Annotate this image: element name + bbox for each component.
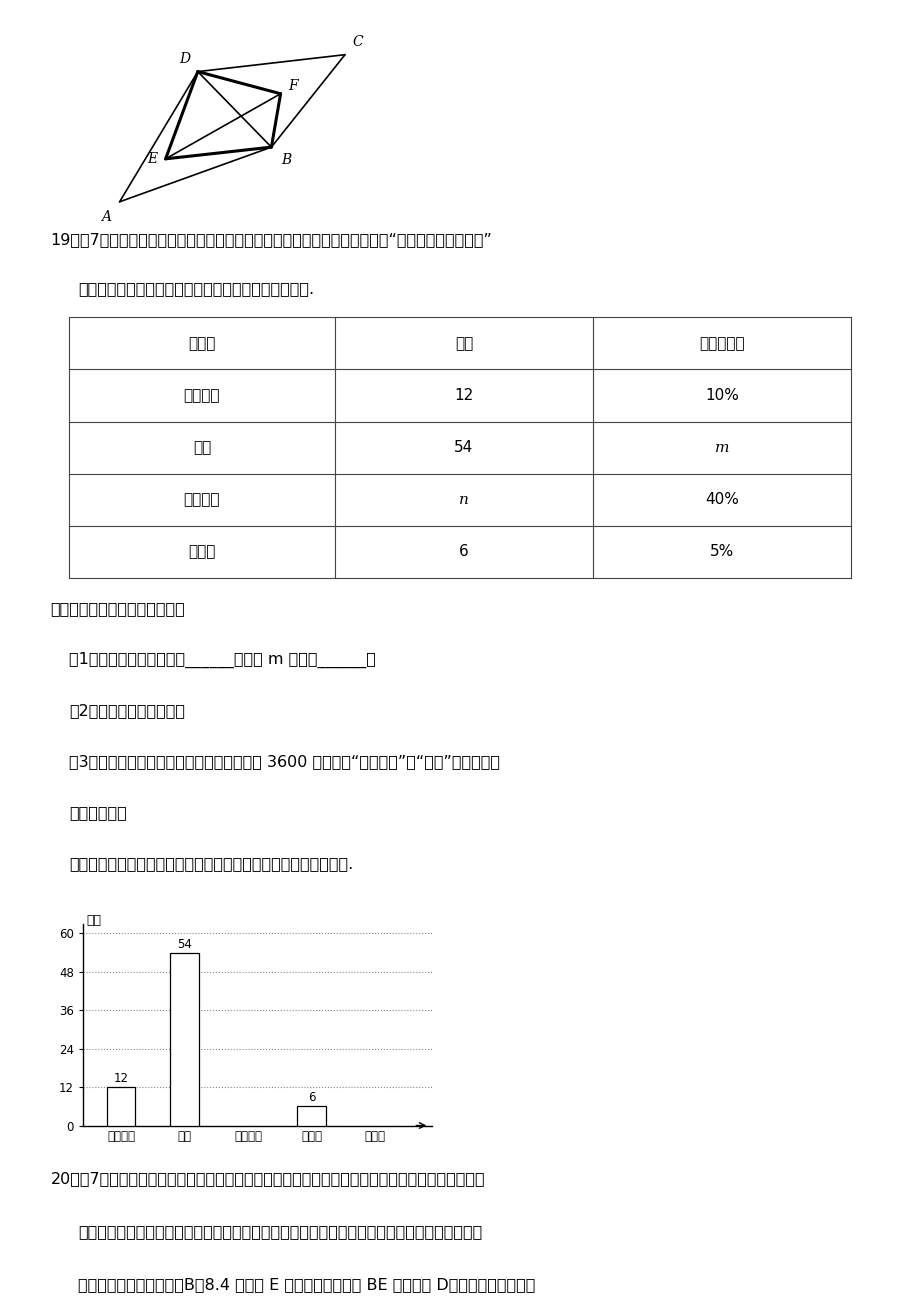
Text: C: C <box>352 35 363 48</box>
Text: 的调查，并根据调查结果绘制成如下不完整的统计图表.: 的调查，并根据调查结果绘制成如下不完整的统计图表. <box>78 281 314 296</box>
Text: F: F <box>289 79 298 92</box>
Text: （3）根据统计，该商场平均每天接待顾客约 3600 名，若将“非常满意”和“满意”作为顾客对: （3）根据统计，该商场平均每天接待顾客约 3600 名，若将“非常满意”和“满意… <box>69 754 499 769</box>
Bar <box>107 1087 135 1125</box>
Text: 满意: 满意 <box>193 440 210 456</box>
Text: （1）本次调查的总人数为______，表中 m 的值为______；: （1）本次调查的总人数为______，表中 m 的值为______； <box>69 652 376 668</box>
Text: 人数: 人数 <box>454 336 472 352</box>
Bar <box>170 953 199 1125</box>
Text: 20．（7分）为了测量校园水平地面上一棵不可攀的树的高度，学校数学兴趣小组做了如下的探索：: 20．（7分）为了测量校园水平地面上一棵不可攀的树的高度，学校数学兴趣小组做了如… <box>51 1170 484 1186</box>
Bar <box>297 1107 325 1125</box>
Text: n: n <box>459 492 469 506</box>
Text: 的肂定，请你估计该商场服务工作平均每天得到多少名顾客的肂定.: 的肂定，请你估计该商场服务工作平均每天得到多少名顾客的肂定. <box>69 855 353 871</box>
Text: 非常满意: 非常满意 <box>184 388 220 404</box>
Text: 根据图表信息，解答下列问题：: 根据图表信息，解答下列问题： <box>51 602 185 616</box>
Text: （2）请补全条形统计图；: （2）请补全条形统计图； <box>69 703 185 717</box>
Text: B: B <box>280 154 291 167</box>
Text: A: A <box>101 211 110 224</box>
Text: 商场服务工作: 商场服务工作 <box>69 805 127 820</box>
Text: 满意度: 满意度 <box>188 336 215 352</box>
Text: 很小的镜子放在离树底（B）8.4 米的点 E 处，然后沿着直线 BE 后退到点 D，这时恰好在镜子里: 很小的镜子放在离树底（B）8.4 米的点 E 处，然后沿着直线 BE 后退到点 … <box>78 1277 535 1293</box>
Text: 54: 54 <box>176 937 192 950</box>
Text: 19．（7分）为了给顾客提供更好的服务，某商场随机对部分顾客进行了关于“商场服务工作满意度”: 19．（7分）为了给顾客提供更好的服务，某商场随机对部分顾客进行了关于“商场服务… <box>51 232 492 247</box>
Text: 12: 12 <box>113 1072 129 1085</box>
Text: 6: 6 <box>308 1091 315 1104</box>
Text: E: E <box>146 152 157 165</box>
Text: 12: 12 <box>454 388 473 404</box>
Text: D: D <box>179 52 190 65</box>
Text: 人数: 人数 <box>85 914 101 927</box>
Text: 6: 6 <box>459 544 469 560</box>
Text: 54: 54 <box>454 440 473 456</box>
Text: 根据《科学》中光的反射定律，利用一面镜子和一根皮尺，设计如下图所示的测量方案：把一面: 根据《科学》中光的反射定律，利用一面镜子和一根皮尺，设计如下图所示的测量方案：把… <box>78 1224 482 1240</box>
Text: 不满意: 不满意 <box>188 544 215 560</box>
Text: 所占百分比: 所占百分比 <box>698 336 744 352</box>
Text: m: m <box>714 440 729 454</box>
Text: 5%: 5% <box>709 544 733 560</box>
Text: 40%: 40% <box>704 492 738 508</box>
Text: 10%: 10% <box>704 388 738 404</box>
Text: 比较满意: 比较满意 <box>184 492 220 508</box>
